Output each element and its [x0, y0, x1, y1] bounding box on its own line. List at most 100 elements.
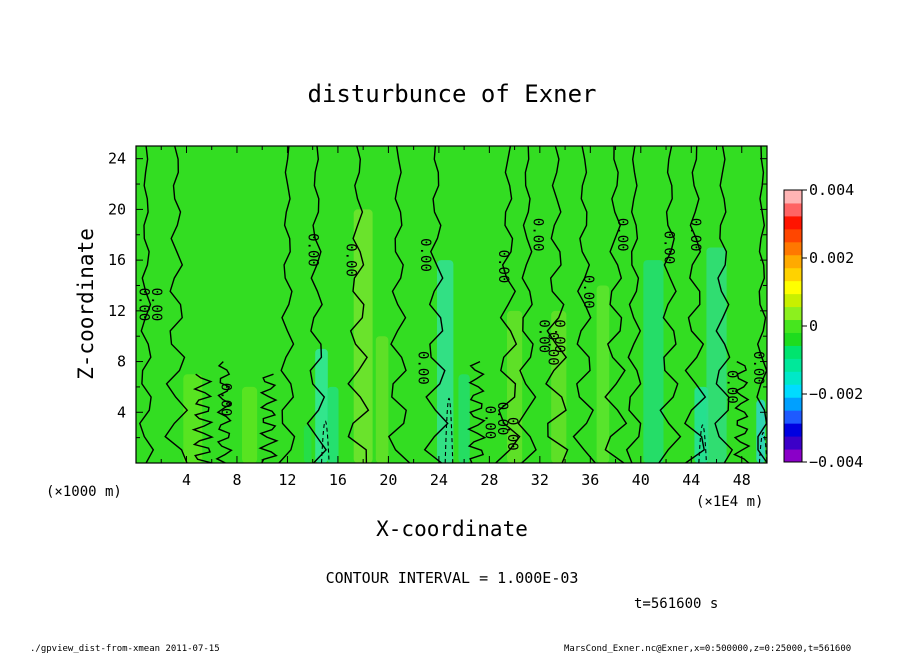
x-tick-label: 32 — [531, 471, 549, 489]
field-streak — [375, 336, 389, 463]
colorbar-segment — [784, 358, 802, 372]
field-patches — [183, 209, 766, 463]
footer-left: ./gpview_dist-from-xmean 2011-07-15 — [30, 644, 220, 654]
contour-line — [545, 146, 569, 463]
field-streak — [436, 260, 454, 463]
x-axis-label: X-coordinate — [376, 517, 528, 541]
contour-labels: 0.000.000.000.00 0.00 0.000.000.000.000.00… — [136, 218, 767, 451]
colorbar-segment — [784, 319, 802, 333]
contour-line — [658, 146, 682, 463]
contour-line — [191, 373, 214, 463]
contour-label: 0.00 — [494, 402, 510, 436]
field-streak — [327, 386, 339, 463]
contour-line-negative — [758, 432, 767, 463]
contour-line — [164, 146, 189, 463]
contour-label: 0.00 — [305, 233, 321, 267]
colorbar-segment — [784, 190, 802, 204]
colorbar-segment — [784, 215, 802, 230]
field-streak — [706, 247, 727, 463]
colorbar-segment — [784, 306, 802, 321]
contour-line — [467, 360, 487, 463]
contour-line — [347, 146, 370, 463]
x-unit-left: (×1000 m) — [46, 484, 122, 500]
contour-line — [572, 146, 596, 463]
contour-line — [604, 146, 628, 463]
plot-frame — [135, 145, 768, 464]
colorbar-segment — [784, 280, 802, 295]
contour-line — [423, 146, 449, 463]
x-tick-label: 24 — [430, 471, 448, 489]
x-tick-label: 44 — [682, 471, 700, 489]
contour-line — [517, 146, 537, 463]
colorbar-segment — [784, 423, 802, 437]
contour-label: 0.00 — [136, 288, 152, 322]
contour-label: 0.00 — [148, 288, 164, 322]
contour-line — [278, 146, 296, 463]
contour-label: 0.00 — [614, 218, 630, 252]
colorbar-tick-label: −0.002 — [809, 385, 863, 403]
contour-line — [215, 361, 233, 463]
contour-interval: CONTOUR INTERVAL = 1.000E-03 — [326, 569, 579, 587]
x-tick-label: 4 — [182, 471, 191, 489]
x-tick-label: 48 — [733, 471, 751, 489]
contour-line — [714, 146, 734, 463]
contour-line — [387, 146, 411, 463]
x-axis-ticks: 4 8 12 16 20 24 28 32 36 40 44 48 — [160, 146, 751, 489]
colorbar-segment — [784, 410, 802, 424]
field-streak — [643, 260, 664, 463]
y-tick-label: 16 — [108, 251, 126, 269]
contour-line-negative — [444, 397, 454, 463]
contour-label: 0.00 — [417, 238, 433, 272]
contour-label: 0.00 — [536, 319, 552, 353]
footer-right: MarsCond_Exner.nc@Exner,x=0:500000,z=0:2… — [564, 644, 851, 654]
chart-title: disturbunce of Exner — [308, 80, 597, 108]
x-tick-label: 12 — [278, 471, 296, 489]
contour-label: 0.00 — [544, 332, 560, 366]
contour-line — [684, 146, 707, 463]
colorbar-segment — [784, 228, 802, 243]
contour-line — [756, 146, 767, 463]
y-axis-label: Z-coordinate — [74, 228, 98, 380]
colorbar-segment — [784, 267, 802, 282]
x-tick-label: 16 — [329, 471, 347, 489]
colorbar-segment — [784, 384, 802, 398]
contour-line-negative — [698, 424, 707, 463]
y-tick-label: 20 — [108, 200, 126, 218]
colorbar-segment — [784, 397, 802, 411]
colorbar-segment — [784, 345, 802, 359]
contour-label: 0.00 — [529, 218, 545, 252]
colorbar-segment — [784, 254, 802, 269]
colorbar: 0.004 0.002 0 −0.002 −0.004 — [783, 181, 863, 471]
colorbar-segment — [784, 332, 802, 346]
time-label: t=561600 s — [634, 596, 718, 612]
colorbar-segment — [784, 436, 802, 450]
field-streak — [551, 310, 567, 463]
contour-label: 0.00 — [504, 417, 520, 451]
contour-label: 0.00 — [218, 383, 234, 417]
x-tick-label: 20 — [379, 471, 397, 489]
y-tick-label: 12 — [108, 302, 126, 320]
contour-lines — [139, 146, 767, 463]
field-streak — [242, 386, 258, 463]
colorbar-segment — [784, 449, 802, 463]
contour-label: 0.00 — [343, 243, 359, 277]
contour-line — [258, 373, 279, 463]
y-tick-label: 8 — [117, 353, 126, 371]
contour-label: 0.00 — [687, 218, 703, 252]
contour-label: 0.00 — [724, 370, 740, 404]
colorbar-segment — [784, 293, 802, 308]
contour-label: 0.00 — [750, 351, 766, 385]
colorbar-tick-label: 0 — [809, 317, 818, 335]
field-streak — [183, 374, 203, 463]
contour-label: 0.00 — [551, 319, 567, 353]
colorbar-segment — [784, 241, 802, 256]
contour-line — [306, 146, 328, 463]
contour-label: 0.00 — [495, 250, 511, 284]
y-axis-ticks: 4 8 12 16 20 24 — [108, 150, 767, 439]
contour-label: 0.00 — [481, 406, 497, 440]
contour-line — [625, 146, 642, 463]
x-unit-right: (×1E4 m) — [696, 494, 763, 510]
contour-line-negative — [320, 420, 330, 463]
colorbar-tick-label: 0.002 — [809, 249, 854, 267]
field-streak — [315, 348, 328, 463]
